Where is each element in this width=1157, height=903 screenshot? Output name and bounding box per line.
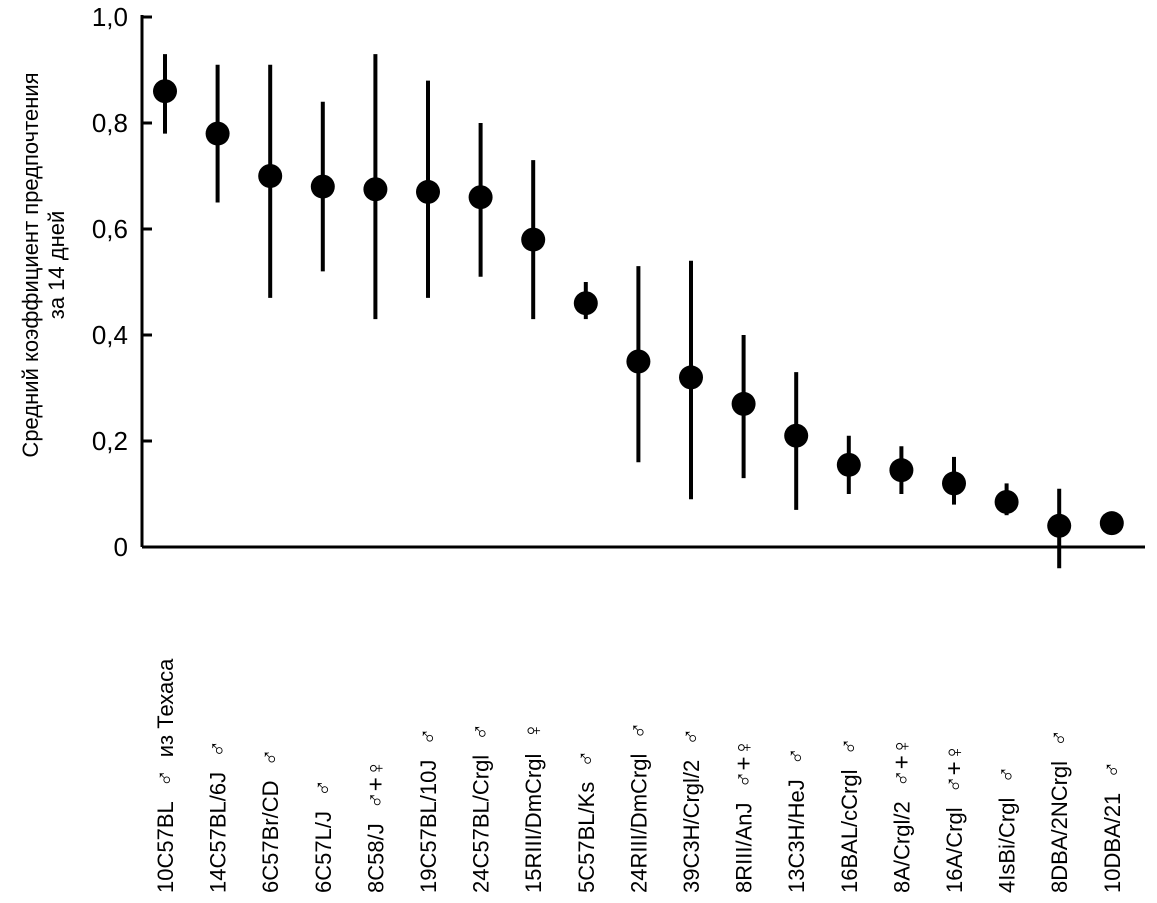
sex-symbol-label: ♂ [1099,761,1126,779]
data-point [626,349,651,374]
y-ticks: 0 0,2 0,4 0,6 0,8 1,0 [92,2,152,562]
y-tick-label: 0,4 [92,320,128,350]
sex-symbol-label: ♂ [1046,729,1073,747]
y-tick-label: 0,2 [92,426,128,456]
category-label: 13C3H/HeJ [784,779,809,893]
sex-symbol-label: ♂ [257,749,284,767]
y-tick-label: 0,8 [92,108,128,138]
sex-symbol-label: ♂+♀ [362,759,389,809]
data-point [1047,513,1072,538]
category-labels: 10C57BL ♂ из Техаса 14C57BL/6J ♂ 6C57Br/CD ♂ 6C… [152,658,1126,893]
sex-symbol-label: ♂ [625,722,652,740]
data-point [363,177,388,202]
category-label: 8DBA/2NCrgl [1047,761,1072,893]
category-label: 8RIII/AnJ [732,803,757,893]
y-tick-label: 1,0 [92,2,128,32]
category-label: 24RIII/DmCrgl [626,754,651,893]
category-label: 8A/Crgl/2 [889,801,914,893]
data-point [521,227,546,252]
data-point [310,174,335,199]
category-label: 19C57BL/10J [416,760,441,893]
note-label: из Техаса [153,658,178,757]
category-label: 15RIII/DmCrgl [521,754,546,893]
sex-symbol-label: ♂ [205,740,232,758]
category-label: 4IsBi/Crgl [995,798,1020,893]
y-axis-title-line-1: Средний коэффициент предпочтения [18,72,43,457]
y-tick-label: 0,6 [92,214,128,244]
sex-symbol-label: ♂ [836,737,863,755]
data-point [942,471,966,496]
category-label: 16A/Crgl [942,807,967,893]
category-label: 14C57BL/6J [206,772,231,893]
sex-symbol-label: ♂+♀ [941,743,968,793]
data-marks [153,54,1124,569]
data-point [153,79,177,104]
data-point [994,489,1019,514]
category-label: 5C57BL/Ks [574,782,599,893]
category-label: 10C57BL [153,801,178,893]
data-point [889,458,914,483]
category-label: 10DBA/21 [1100,793,1125,893]
category-label: 16BAL/cCrgl [837,769,862,893]
sex-symbol-label: ♂ [152,769,179,787]
y-tick-label: 0 [114,532,128,562]
sex-symbol-label: ♂ [310,779,337,797]
data-point [836,452,861,477]
sex-symbol-label: ♂ [468,723,495,741]
data-point [258,164,283,188]
sex-symbol-label: ♂ [783,747,810,765]
data-point [573,291,598,316]
data-point [679,365,703,390]
category-label: 24C57BL/Crgl [469,755,494,893]
sex-symbol-label: ♂ [994,766,1021,784]
sex-symbol-label: ♂ [678,728,705,746]
y-axis-title-line-2: за 14 дней [44,211,69,320]
category-label: 6C57Br/CD [258,781,283,893]
data-point [784,423,809,448]
data-point [205,121,230,146]
sex-symbol-label: ♂ [573,750,600,768]
sex-symbol-label: ♂+♀ [731,739,758,789]
data-point [1099,511,1124,536]
category-label: 6C57L/J [311,811,336,893]
sex-symbol-label: ♂+♀ [888,737,915,787]
data-point [468,185,493,210]
sex-symbol-label: ♀ [520,722,547,740]
data-point [416,179,440,204]
category-label: 8C58/J [363,823,388,893]
sex-symbol-label: ♂ [415,728,442,746]
data-point [731,391,756,416]
category-label: 39C3H/Crgl/2 [679,760,704,893]
